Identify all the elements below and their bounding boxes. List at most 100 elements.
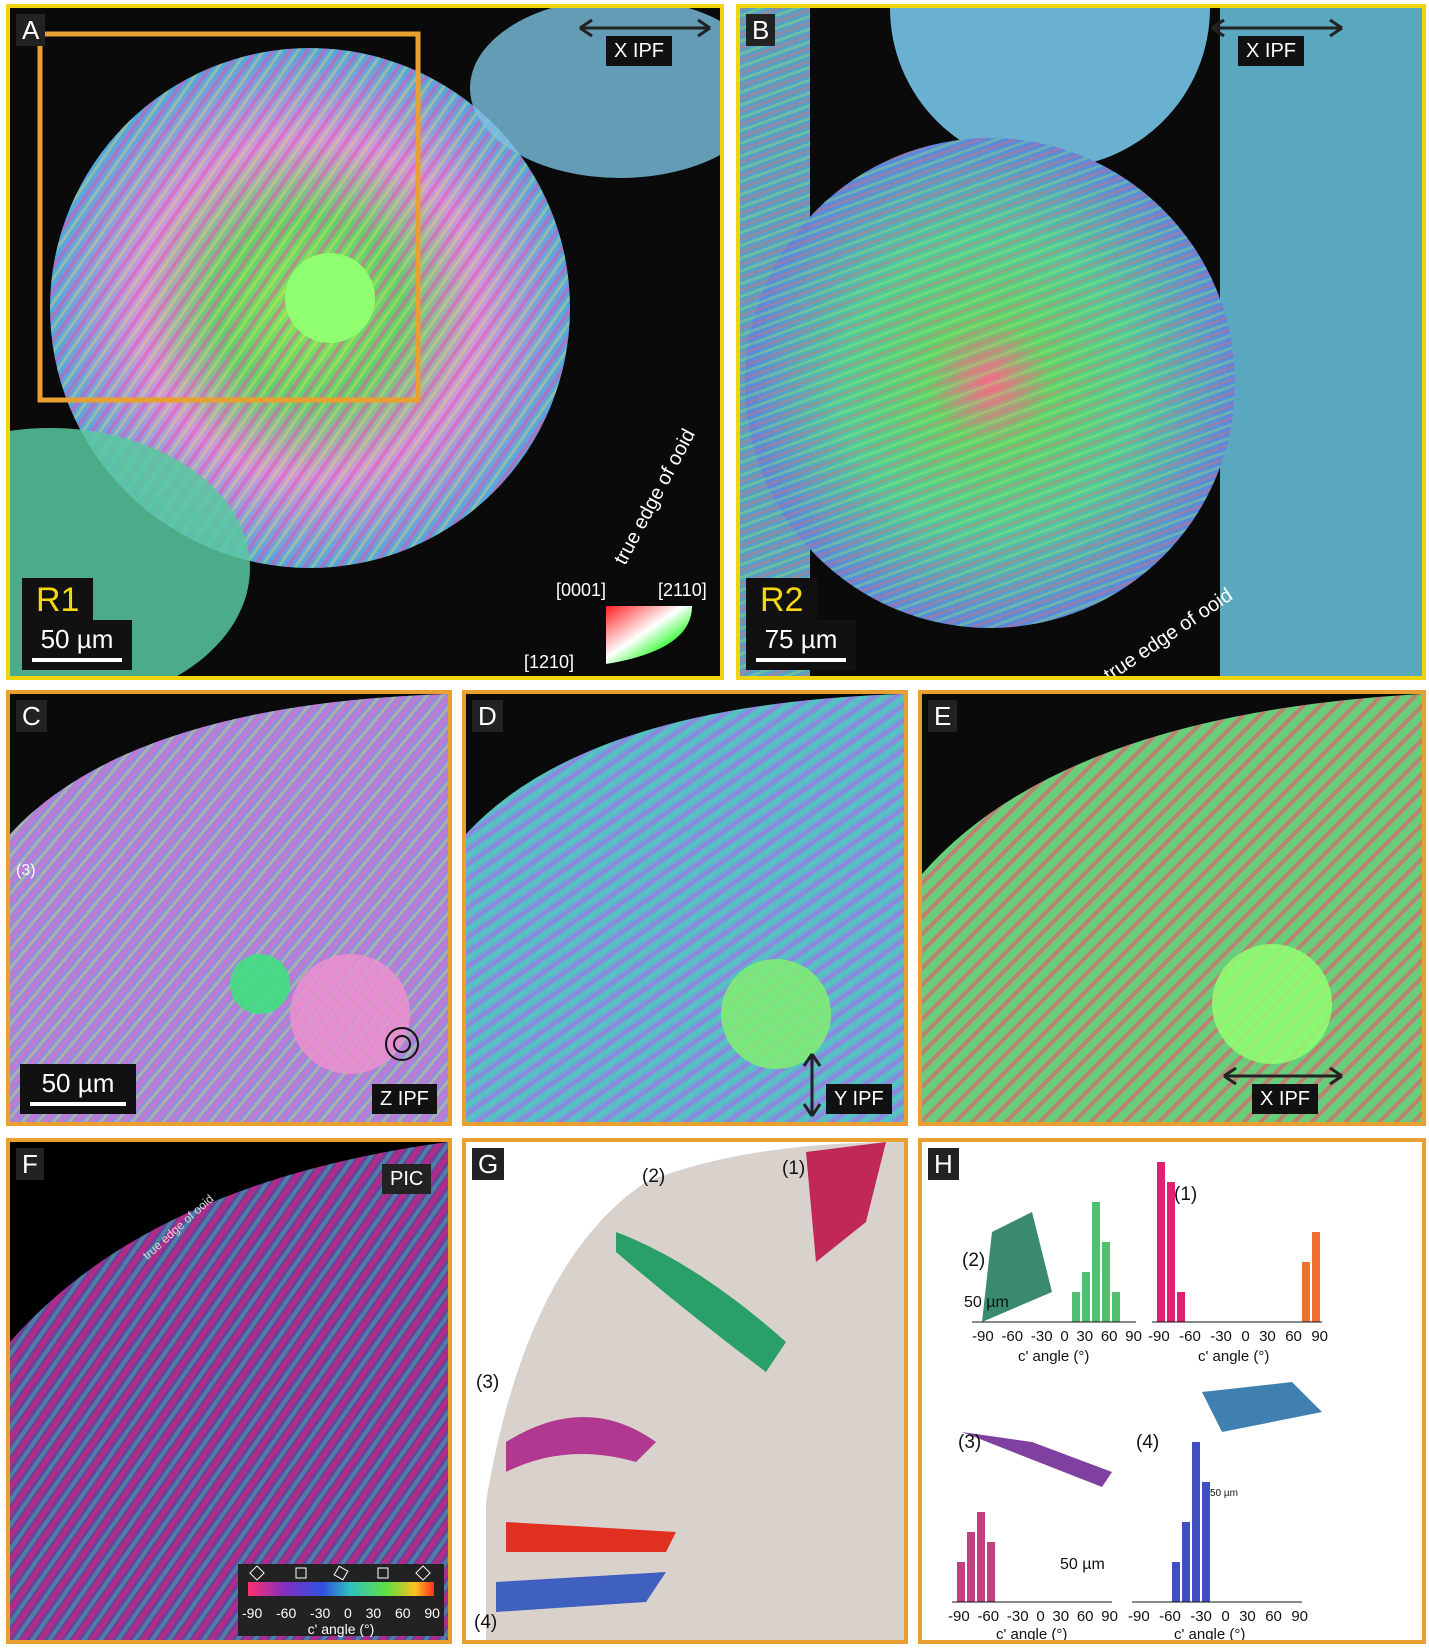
hist-axis-label: c' angle (°) [1174, 1626, 1246, 1643]
tick: 60 [1265, 1608, 1282, 1625]
panel-h: H (2) (1) (3) (4) 50 µm 50 µm 50 µm -90 … [918, 1138, 1426, 1644]
scale-bar: 50 µm [20, 1064, 136, 1114]
ipf-label: X IPF [1238, 36, 1305, 66]
scale-text: 50 µm [41, 1068, 115, 1098]
scale-text: 75 µm [764, 624, 838, 654]
grain-marker: (4) [1136, 1432, 1160, 1453]
ipf-label: Y IPF [826, 1084, 892, 1114]
hist-ticks: -90 -60 -30 0 30 60 90 [1128, 1608, 1308, 1625]
tick: -60 [1159, 1608, 1181, 1625]
ipf-label: X IPF [1252, 1084, 1319, 1114]
ipf-key-0001: [0001] [556, 580, 607, 600]
tick: 90 [1311, 1328, 1328, 1345]
tick: 60 [1076, 1608, 1094, 1625]
tick: -60 [276, 1605, 297, 1621]
scale-bar: 75 µm [746, 620, 856, 670]
tick: -60 [1179, 1328, 1201, 1345]
c-angle-colorbar: -90 -60 -30 0 30 60 90 c' angle (°) [238, 1564, 444, 1637]
grain-highlight-map-g [486, 1142, 904, 1640]
tick: 60 [1100, 1328, 1118, 1345]
hist-axis-label: c' angle (°) [1018, 1348, 1090, 1365]
ipf-label: Z IPF [372, 1084, 437, 1114]
panel-e: E X IPF [918, 690, 1426, 1126]
panel-letter: A [16, 14, 46, 46]
panel-letter: E [928, 700, 958, 732]
grain-marker: (3) [476, 1372, 500, 1393]
tick: 30 [1239, 1608, 1256, 1625]
region-label: R1 [22, 578, 94, 622]
hist-ticks: -90 -60 -30 0 30 60 90 [948, 1608, 1118, 1625]
tick: 0 [1241, 1328, 1250, 1345]
tick: 30 [365, 1605, 382, 1621]
ooid-detail-c [10, 694, 448, 1122]
grain-marker: (1) [782, 1158, 806, 1179]
panel-a: A X IPF R1 50 µm true edge of ooid [0001… [6, 4, 724, 680]
ooid-map-a [10, 8, 720, 676]
panel-c: C (3) Z IPF 50 µm [6, 690, 452, 1126]
panel-letter: G [472, 1148, 505, 1180]
panel-letter: C [16, 700, 47, 732]
tick: 30 [1076, 1328, 1094, 1345]
ipf-label: X IPF [606, 36, 673, 66]
panel-g: G (1) (2) (3) (4) [462, 1138, 908, 1644]
scale-text: 50 µm [1060, 1556, 1105, 1573]
double-arrow-icon [1218, 1066, 1348, 1091]
panel-letter: B [746, 14, 776, 46]
ooid-map-b [740, 8, 1422, 676]
grain-marker: (3) [16, 862, 36, 879]
hist-axis-label: c' angle (°) [996, 1626, 1068, 1643]
tick: 0 [344, 1605, 352, 1621]
ipf-color-key-icon [596, 602, 696, 673]
tick: -90 [1128, 1608, 1150, 1625]
tick: -30 [1030, 1328, 1053, 1345]
tick: -90 [948, 1608, 970, 1625]
region-label: R2 [746, 578, 818, 622]
pic-map-f [10, 1142, 448, 1640]
tick: -30 [1210, 1328, 1232, 1345]
tick: 90 [1125, 1328, 1142, 1345]
scale-text: 50 µm [1210, 1488, 1238, 1499]
colorbar-ticks: -90 -60 -30 0 30 60 90 [238, 1605, 444, 1621]
tick: 90 [1101, 1608, 1118, 1625]
panel-b: B X IPF R2 75 µm true edge of ooid [736, 4, 1426, 680]
panel-d: D Y IPF [462, 690, 908, 1126]
tick: 30 [1052, 1608, 1070, 1625]
tick: 30 [1259, 1328, 1276, 1345]
panel-letter: H [928, 1148, 959, 1180]
tick: -60 [1001, 1328, 1024, 1345]
panel-letter: F [16, 1148, 44, 1180]
pic-label: PIC [382, 1164, 432, 1194]
scale-bar: 50 µm [22, 620, 132, 670]
tick: 0 [1036, 1608, 1045, 1625]
colorbar-label: c' angle (°) [307, 1621, 375, 1637]
tick: 60 [394, 1605, 411, 1621]
ipf-key-1210: [1210] [524, 652, 575, 672]
tick: -60 [977, 1608, 1000, 1625]
panel-letter: D [472, 700, 503, 732]
grain-marker: (3) [958, 1432, 982, 1453]
grain-marker: (4) [474, 1612, 498, 1633]
ooid-detail-d [466, 694, 904, 1122]
tick: -30 [1006, 1608, 1029, 1625]
grain-marker: (1) [1174, 1184, 1198, 1205]
double-arrow-icon [570, 18, 720, 43]
hist-ticks: -90 -60 -30 0 30 60 90 [972, 1328, 1142, 1345]
tick: 0 [1060, 1328, 1069, 1345]
panel-f: F PIC true edge of ooid -90 -60 -30 0 3 [6, 1138, 452, 1644]
scale-text: 50 µm [964, 1294, 1009, 1311]
grain-marker: (2) [642, 1166, 666, 1187]
tick: 60 [1285, 1328, 1302, 1345]
histograms-h [952, 1162, 1322, 1603]
grain-marker: (2) [962, 1250, 986, 1271]
tick: -90 [1148, 1328, 1170, 1345]
scale-text: 50 µm [40, 624, 114, 654]
tick: 90 [1291, 1608, 1308, 1625]
hist-ticks: -90 -60 -30 0 30 60 90 [1148, 1328, 1328, 1345]
hist-axis-label: c' angle (°) [1198, 1348, 1270, 1365]
tick: 90 [424, 1605, 440, 1621]
tick: -90 [242, 1605, 263, 1621]
ipf-key-2110: [2110] [658, 580, 707, 600]
tick: -30 [1190, 1608, 1212, 1625]
vertical-double-arrow-icon [800, 1050, 824, 1122]
double-arrow-icon [1202, 18, 1352, 43]
